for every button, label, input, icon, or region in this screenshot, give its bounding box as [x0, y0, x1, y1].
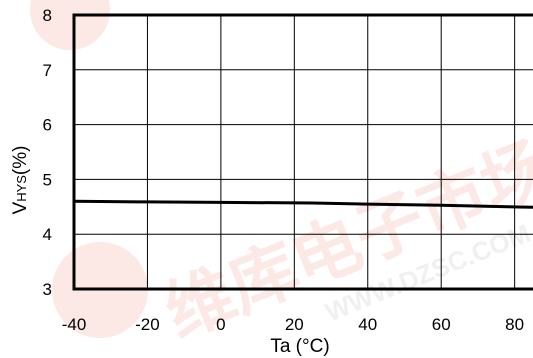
- series-layer: [73, 199, 533, 209]
- x-tick-label: 40: [358, 315, 377, 334]
- watermark-logo-top: [30, 0, 110, 50]
- y-tick-label: 4: [43, 225, 52, 244]
- y-axis-title-unit: (%): [10, 146, 31, 176]
- x-axis-title: Ta (°C): [270, 336, 329, 357]
- y-tick-label: 3: [43, 280, 52, 299]
- x-tick-label: 0: [216, 315, 225, 334]
- y-tick-label: 6: [43, 116, 52, 135]
- y-tick-label: 7: [43, 61, 52, 80]
- y-tick-labels: 3 4 5 6 7 8: [43, 6, 52, 299]
- x-tick-labels: -40 -20 0 20 40 60 80: [62, 315, 524, 334]
- x-tick-label: 80: [505, 315, 524, 334]
- x-tick-label: -40: [62, 315, 87, 334]
- x-tick-label: 60: [432, 315, 451, 334]
- y-tick-label: 5: [43, 170, 52, 189]
- y-tick-label: 8: [43, 6, 52, 25]
- x-tick-label: -20: [135, 315, 160, 334]
- y-axis-title-main: V: [10, 201, 31, 214]
- series-line-0: [73, 199, 533, 209]
- plot-frame: [72, 13, 533, 291]
- y-axis-title-sub: HYS: [14, 175, 29, 202]
- x-tick-label: 20: [285, 315, 304, 334]
- y-axis-title: VHYS(%): [10, 146, 31, 215]
